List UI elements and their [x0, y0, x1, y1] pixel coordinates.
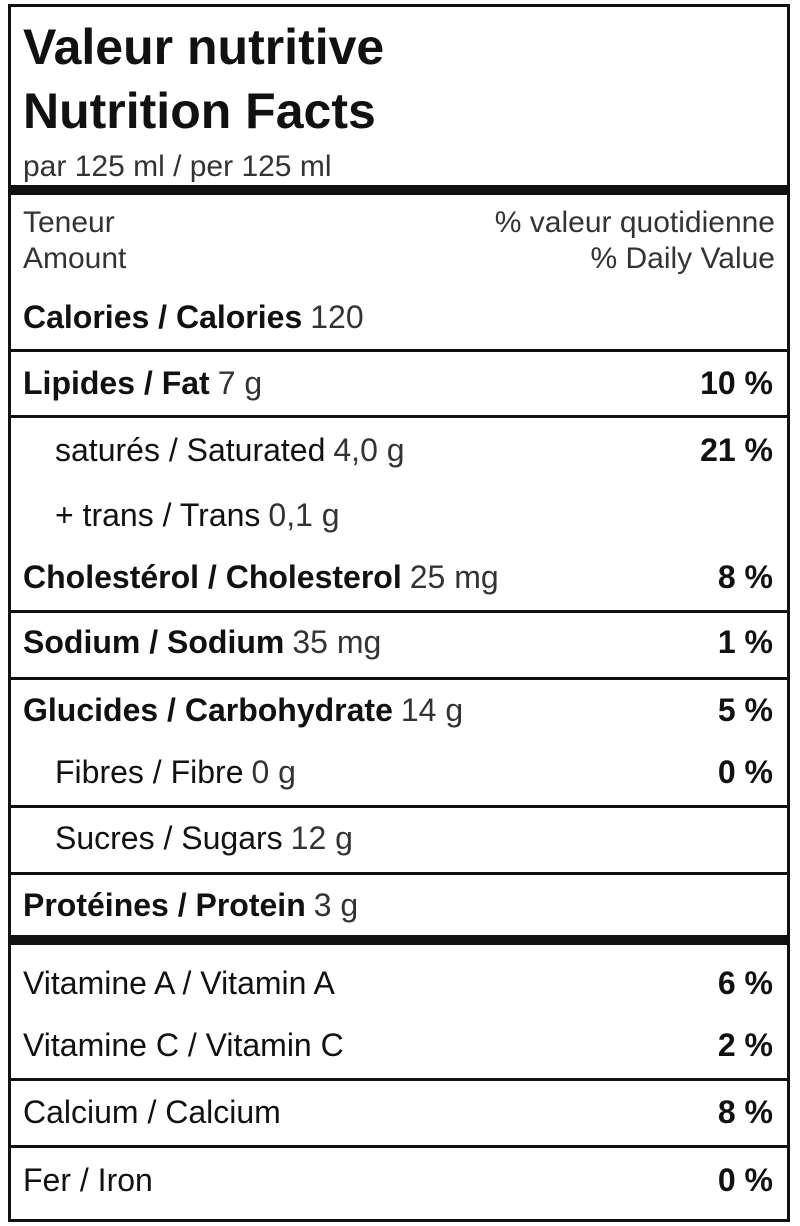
- row: + trans / Trans 0,1 g: [23, 495, 773, 535]
- row: Sodium / Sodium 35 mg 1 %: [23, 622, 773, 662]
- amount: 35 mg: [292, 624, 382, 660]
- thick-rule: [11, 185, 787, 195]
- daily-value: 8 %: [717, 559, 773, 595]
- label: Glucides / Carbohydrate: [23, 692, 393, 728]
- amount: 0,1 g: [268, 497, 340, 533]
- amount: 0 g: [251, 754, 296, 790]
- rule: [11, 1078, 787, 1081]
- dv-fr: % valeur quotidienne: [494, 206, 775, 239]
- amount: 14 g: [400, 692, 464, 728]
- amount: 25 mg: [409, 559, 499, 595]
- daily-value: 6 %: [717, 965, 773, 1001]
- label: Cholestérol / Cholesterol: [23, 559, 402, 595]
- title-en: Nutrition Facts: [23, 83, 376, 139]
- rule: [11, 610, 787, 613]
- label: Vitamine A / Vitamin A: [23, 965, 335, 1001]
- label: Vitamine C / Vitamin C: [23, 1027, 344, 1063]
- thick-rule: [11, 935, 787, 945]
- row: Cholestérol / Cholesterol 25 mg 8 %: [23, 557, 773, 597]
- label: Fer / Iron: [23, 1162, 153, 1198]
- label: Fibres / Fibre: [55, 754, 244, 790]
- label: Sodium / Sodium: [23, 624, 285, 660]
- row: Glucides / Carbohydrate 14 g 5 %: [23, 690, 773, 730]
- row: Vitamine A / Vitamin A 6 %: [23, 963, 773, 1003]
- row: Sucres / Sugars 12 g: [23, 818, 773, 858]
- label: Lipides / Fat: [23, 365, 210, 401]
- row: Vitamine C / Vitamin C 2 %: [23, 1025, 773, 1065]
- amount: 4,0 g: [333, 432, 405, 468]
- label: saturés / Saturated: [55, 432, 326, 468]
- amount: 7 g: [217, 365, 263, 401]
- row: Fibres / Fibre 0 g 0 %: [23, 752, 773, 792]
- title-fr: Valeur nutritive: [23, 19, 385, 75]
- daily-value: 21 %: [700, 432, 773, 468]
- label: Calcium / Calcium: [23, 1094, 281, 1130]
- daily-value: 5 %: [717, 692, 773, 728]
- nutrition-label: Valeur nutritive Nutrition Facts par 125…: [8, 4, 790, 1222]
- dv-en: % Daily Value: [590, 242, 775, 275]
- label: + trans / Trans: [55, 497, 261, 533]
- rule: [11, 805, 787, 808]
- row: Fer / Iron 0 %: [23, 1160, 773, 1200]
- row: Lipides / Fat 7 g 10 %: [23, 363, 773, 403]
- amount: 3 g: [313, 887, 359, 923]
- daily-value: 0 %: [717, 754, 773, 790]
- row: Calories / Calories 120: [23, 297, 773, 337]
- rule: [11, 415, 787, 418]
- row: Calcium / Calcium 8 %: [23, 1092, 773, 1132]
- daily-value: 0 %: [717, 1162, 773, 1198]
- amount-en: Amount: [23, 242, 127, 275]
- label: Protéines / Protein: [23, 887, 306, 923]
- rule: [11, 349, 787, 352]
- daily-value: 10 %: [700, 365, 773, 401]
- label: Calories / Calories: [23, 299, 303, 335]
- amount-fr: Teneur: [23, 206, 115, 239]
- daily-value: 1 %: [717, 624, 773, 660]
- daily-value: 8 %: [717, 1094, 773, 1130]
- serving: par 125 ml / per 125 ml: [23, 150, 332, 183]
- rule: [11, 677, 787, 680]
- rule: [11, 1145, 787, 1148]
- row: Protéines / Protein 3 g: [23, 885, 773, 925]
- amount: 12 g: [290, 820, 353, 856]
- amount: 120: [310, 299, 364, 335]
- label: Sucres / Sugars: [55, 820, 283, 856]
- rule: [11, 872, 787, 875]
- row: saturés / Saturated 4,0 g 21 %: [23, 430, 773, 470]
- daily-value: 2 %: [717, 1027, 773, 1063]
